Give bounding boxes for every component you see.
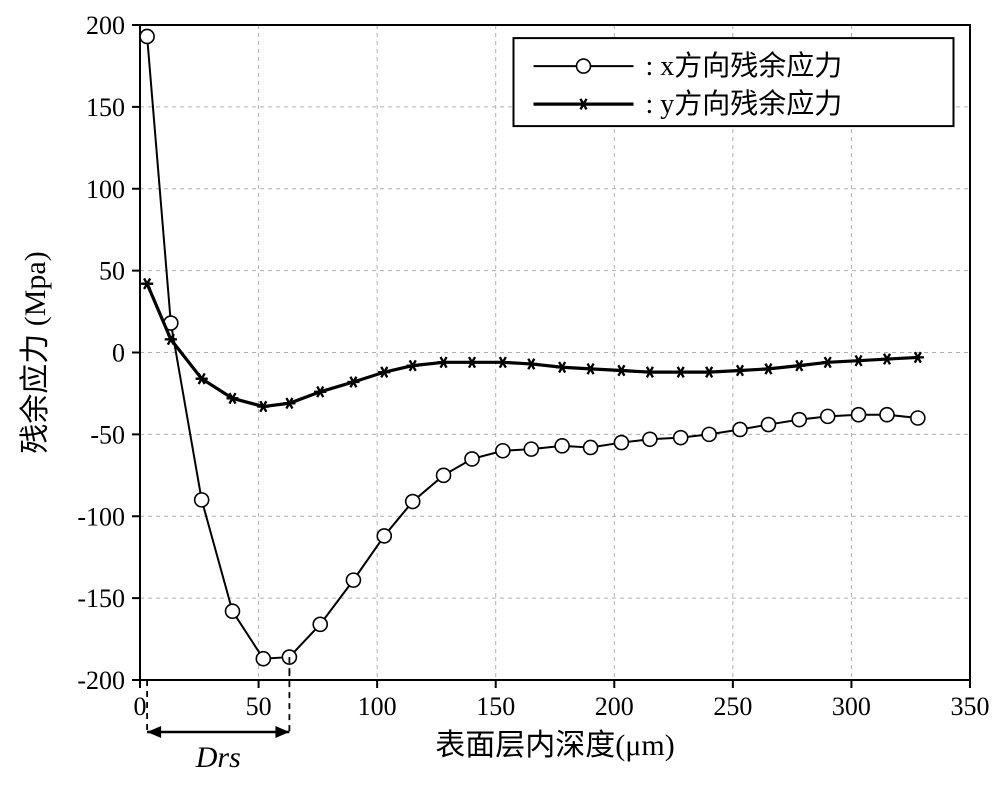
x-tick-label: 0 [134, 692, 147, 721]
legend-label: : x方向残余应力 [646, 50, 843, 82]
chart-container: 0 50 100 150 200 250 300 350 -200 -150 -100 -50 0 50 1… [0, 0, 1000, 796]
y-tick-label: 50 [99, 257, 125, 286]
x-tick-label: 200 [595, 692, 634, 721]
y-tick-label: 150 [86, 93, 125, 122]
y-tick-label: 0 [112, 339, 125, 368]
x-tick-label: 350 [951, 692, 990, 721]
x-axis-label: 表面层内深度(μm) [435, 729, 674, 762]
y-tick-label: -200 [77, 666, 125, 695]
y-tick-label: -150 [77, 584, 125, 613]
legend-label: : y方向残余应力 [646, 88, 843, 120]
y-axis-label: 残余应力 (Mpa) [19, 251, 52, 453]
drs-label: Drs [195, 741, 241, 774]
x-tick-label: 300 [832, 692, 871, 721]
chart-svg: 0 50 100 150 200 250 300 350 -200 -150 -100 -50 0 50 1… [0, 0, 1000, 796]
x-tick-label: 150 [476, 692, 515, 721]
x-tick-label: 250 [713, 692, 752, 721]
x-tick-label: 50 [246, 692, 272, 721]
y-tick-label: -50 [90, 420, 125, 449]
y-tick-label: 200 [86, 11, 125, 40]
x-tick-label: 100 [358, 692, 397, 721]
y-tick-label: -100 [77, 502, 125, 531]
y-tick-label: 100 [86, 175, 125, 204]
